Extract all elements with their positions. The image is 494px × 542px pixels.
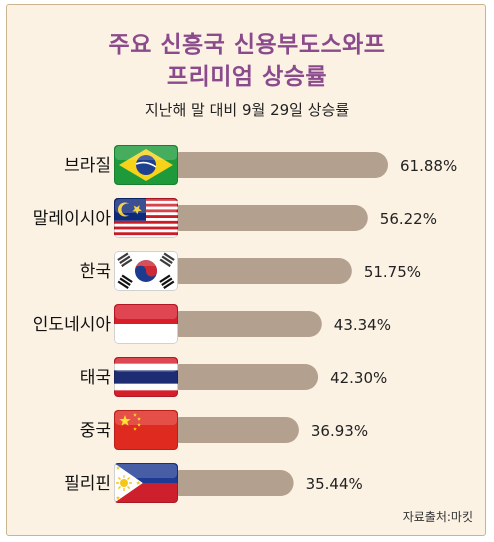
indonesia-flag-icon	[114, 304, 178, 344]
value-label: 35.44%	[306, 475, 363, 493]
bar-row: 말레이시아 56.22%	[33, 198, 437, 238]
chart-card: 주요 신흥국 신용부도스와프 프리미엄 상승률 지난해 말 대비 9월 29일 …	[6, 4, 486, 536]
bar-row: 브라질 61.88%	[64, 145, 457, 185]
category-label: 중국	[80, 421, 111, 441]
bar-row: 필리핀 35.44%	[64, 463, 363, 503]
bar-row: 중국 36.93%	[80, 410, 368, 450]
philippines-flag-icon	[114, 463, 178, 503]
category-label: 브라질	[64, 156, 111, 176]
category-label: 필리핀	[64, 474, 111, 494]
value-label: 43.34%	[334, 316, 391, 334]
chart-title-line-1: 주요 신흥국 신용부도스와프	[108, 32, 386, 58]
value-label: 56.22%	[380, 210, 437, 228]
chart-subtitle: 지난해 말 대비 9월 29일 상승률	[144, 101, 350, 119]
bar-chart: 브라질 61.88% 말레이시아 56.22% 한국 51.75% 인도네시아 43.34% 태…	[33, 145, 457, 503]
value-label: 36.93%	[311, 422, 368, 440]
bar	[167, 364, 319, 390]
bar	[167, 417, 299, 443]
china-flag-icon	[114, 410, 178, 450]
category-label: 태국	[80, 368, 111, 388]
value-label: 61.88%	[400, 157, 457, 175]
malaysia-flag-icon	[114, 198, 178, 238]
bar	[167, 470, 294, 496]
value-label: 51.75%	[364, 263, 421, 281]
bar-row: 태국 42.30%	[80, 357, 387, 397]
bar-row: 인도네시아 43.34%	[33, 304, 391, 344]
thailand-flag-icon	[114, 357, 178, 397]
brazil-flag-icon	[114, 145, 178, 185]
bar-row: 한국 51.75%	[80, 251, 421, 291]
source-note: 자료출처:마킷	[402, 510, 473, 524]
category-label: 말레이시아	[33, 209, 112, 229]
bar	[167, 205, 368, 231]
bar	[167, 258, 352, 284]
bar	[167, 311, 322, 337]
category-label: 인도네시아	[33, 315, 112, 335]
category-label: 한국	[80, 262, 111, 282]
bar	[167, 152, 388, 178]
chart-title-line-2: 프리미엄 상승률	[166, 64, 328, 90]
value-label: 42.30%	[330, 369, 387, 387]
south-korea-flag-icon	[114, 251, 178, 291]
